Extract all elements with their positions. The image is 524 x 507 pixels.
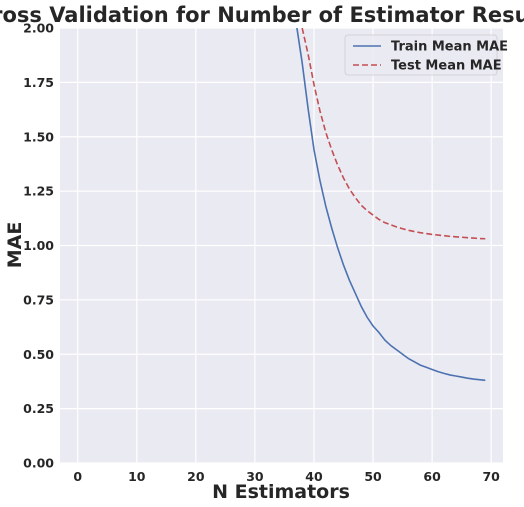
legend-label: Test Mean MAE: [391, 59, 502, 74]
y-tick-labels: 0.00 0.25 0.50 0.75 1.00 1.25 1.50 1.75 2.00: [23, 21, 54, 471]
series-line-1: [296, 28, 486, 382]
series-line-2: [301, 28, 486, 240]
y-axis-label: MAE: [4, 222, 26, 269]
x-tick-label: 50: [364, 469, 382, 484]
legend-label: Train Mean MAE: [391, 40, 508, 55]
grid: [60, 27, 503, 464]
x-tick-label: 20: [187, 469, 205, 484]
legend: Train Mean MAE Test Mean MAE: [344, 34, 508, 76]
x-axis-label: N Estimators: [212, 481, 350, 503]
y-tick-label: 0.00: [23, 456, 54, 471]
x-tick-label: 70: [482, 469, 500, 484]
x-tick-label: 10: [128, 469, 146, 484]
x-tick-label: 60: [423, 469, 441, 484]
x-tick-label: 0: [73, 469, 82, 484]
y-tick-label: 1.50: [23, 129, 54, 144]
chart-title: Cross Validation for Number of Estimator…: [0, 3, 524, 27]
y-tick-label: 0.50: [23, 347, 54, 362]
legend-box: [344, 34, 498, 76]
x-tick-label: 30: [246, 469, 264, 484]
y-tick-label: 2.00: [23, 21, 54, 36]
series-group: [296, 28, 486, 382]
y-tick-label: 1.75: [23, 75, 54, 90]
y-tick-label: 1.25: [23, 184, 54, 199]
x-tick-labels: 0 10 20 30 40 50 60 70: [73, 469, 500, 484]
y-tick-label: 1.00: [23, 238, 54, 253]
y-tick-label: 0.75: [23, 292, 54, 307]
y-tick-label: 0.25: [23, 401, 54, 416]
x-tick-label: 40: [305, 469, 323, 484]
